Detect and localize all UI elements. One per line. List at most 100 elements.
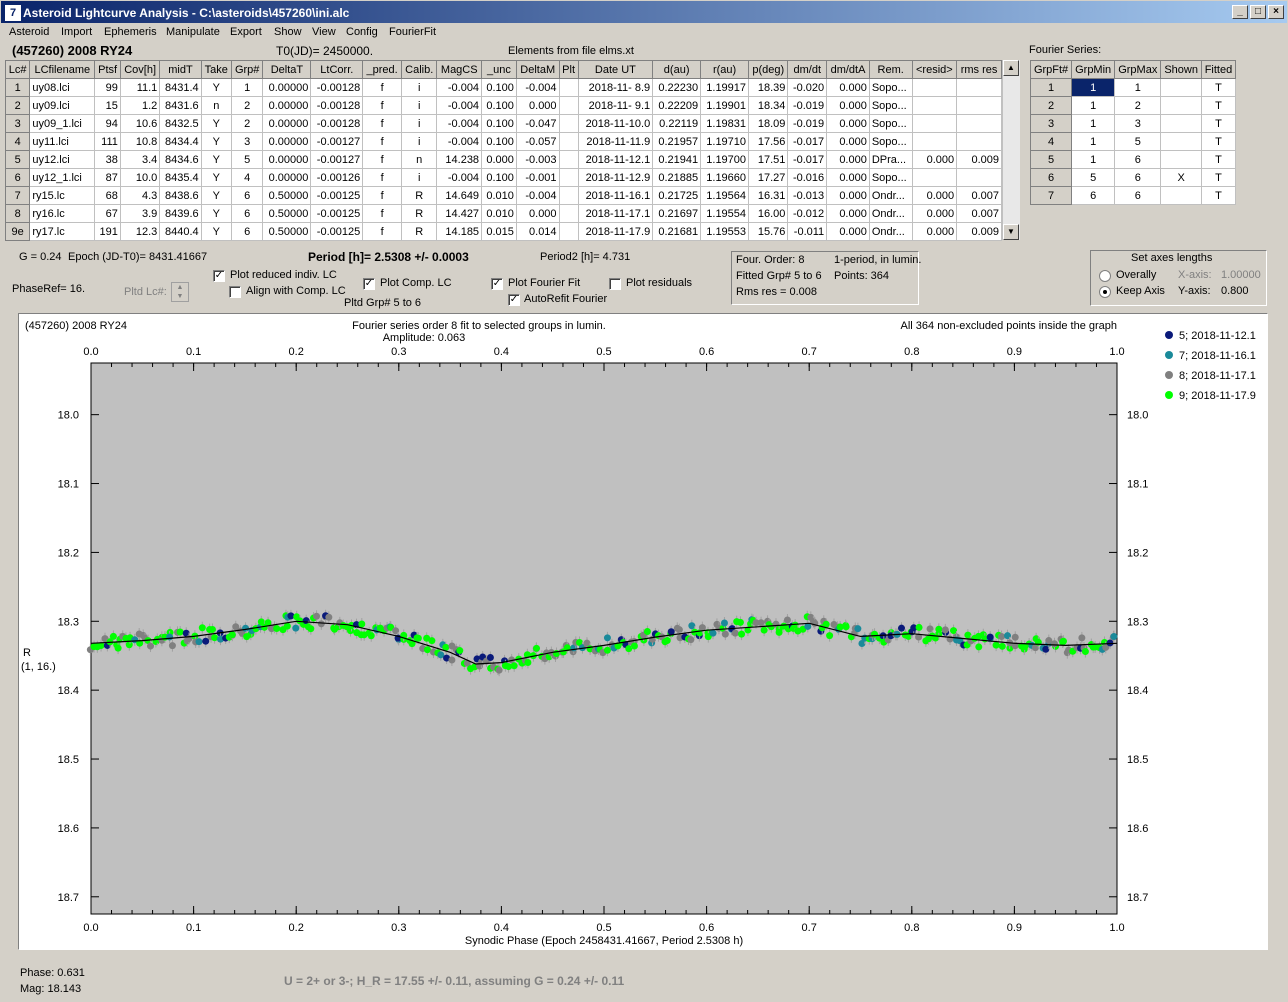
lc-cell[interactable]: -0.00125 [310,186,364,205]
lc-cell[interactable]: 16.31 [748,186,789,205]
lc-cell[interactable]: -0.004 [436,132,483,151]
lc-cell[interactable]: uy09.lci [29,96,96,115]
lc-table-row[interactable]: 6 uy12_1.lci 87 10.0 8435.4 Y 4 0.00000 -0.00126… [4,168,1002,187]
ft-cell[interactable]: T [1200,114,1237,133]
lc-cell[interactable]: 8434.6 [159,150,202,169]
lc-cell[interactable]: 0.50000 [262,204,312,223]
lc-cell[interactable] [911,168,958,187]
period-value[interactable]: Period [h]= 2.5308 +/- 0.0003 [308,250,469,264]
plot-fourier-checkbox[interactable]: ✓ [491,278,503,290]
lc-cell[interactable]: 6 [230,186,264,205]
lc-cell[interactable]: 0.21941 [652,150,702,169]
lc-cell[interactable]: 191 [94,222,121,241]
lc-col-header[interactable]: Take [200,60,232,79]
lc-col-header[interactable]: MagCS [436,60,483,79]
ft-col-header[interactable]: Fitted [1200,60,1237,79]
scroll-up-icon[interactable]: ▲ [1003,60,1019,76]
lc-cell[interactable]: 0.000 [826,150,870,169]
lc-cell[interactable]: 3.9 [119,204,161,223]
lc-cell[interactable]: 0.22209 [652,96,702,115]
lc-cell[interactable]: 0.00000 [262,96,312,115]
lc-cell[interactable]: 0.000 [826,132,870,151]
ft-cell[interactable]: T [1200,168,1237,187]
lc-cell[interactable]: -0.00125 [310,204,364,223]
lc-cell[interactable]: 0.100 [481,114,517,133]
lc-col-header[interactable]: DeltaT [262,60,312,79]
lc-cell[interactable]: 0.000 [515,204,560,223]
ft-col-header[interactable]: GrpMin [1071,60,1116,79]
menu-manipulate[interactable]: Manipulate [166,26,220,38]
lc-cell[interactable]: -0.00126 [310,168,364,187]
lc-cell[interactable]: 0.50000 [262,186,312,205]
lc-cell[interactable]: 3 [230,132,264,151]
lc-cell[interactable]: 6 [230,204,264,223]
ft-cell[interactable]: X [1160,168,1202,187]
lc-cell[interactable]: -0.017 [787,132,828,151]
lc-cell[interactable]: uy12.lci [29,150,96,169]
lc-cell[interactable] [956,96,1002,115]
lc-cell[interactable]: f [362,168,402,187]
lc-cell[interactable]: Y [200,222,232,241]
menu-export[interactable]: Export [230,26,262,38]
menu-import[interactable]: Import [61,26,93,38]
lc-cell[interactable] [558,114,579,133]
ft-cell[interactable]: 5 [1071,168,1116,187]
lc-cell[interactable]: 0.009 [956,150,1002,169]
menu-view[interactable]: View [312,26,336,38]
lc-cell[interactable]: 8431.6 [159,96,202,115]
lc-cell[interactable] [956,168,1002,187]
ft-cell[interactable]: 2 [1114,96,1162,115]
lc-cell[interactable]: R [400,204,438,223]
lc-cell[interactable]: 0.000 [911,150,958,169]
lc-col-header[interactable]: Rem. [868,60,913,79]
lc-cell[interactable]: 67 [94,204,121,223]
lc-cell[interactable]: -0.00127 [310,132,364,151]
menu-asteroid[interactable]: Asteroid [9,26,50,38]
lc-row-header[interactable]: 7 [4,186,31,205]
scroll-down-icon[interactable]: ▼ [1003,224,1019,240]
lc-cell[interactable]: ry15.lc [29,186,96,205]
lc-col-header[interactable]: Lc# [4,60,31,79]
ft-row-header[interactable]: 2 [1029,96,1073,115]
lc-cell[interactable] [558,132,579,151]
lc-cell[interactable]: 2018-11-17.9 [577,222,654,241]
lc-cell[interactable]: 0.000 [826,114,870,133]
lc-cell[interactable]: 0.21957 [652,132,702,151]
lc-cell[interactable]: Y [200,132,232,151]
lc-cell[interactable]: i [400,114,438,133]
lc-cell[interactable]: n [400,150,438,169]
lc-cell[interactable]: 14.238 [436,150,483,169]
lc-cell[interactable]: 8439.6 [159,204,202,223]
lc-cell[interactable]: 10.8 [119,132,161,151]
lc-cell[interactable]: 0.000 [826,168,870,187]
lc-cell[interactable]: 0.000 [826,204,870,223]
lc-cell[interactable]: 0.007 [956,186,1002,205]
lc-cell[interactable]: 0.014 [515,222,560,241]
overally-radio[interactable] [1099,270,1111,282]
lc-cell[interactable]: 0.007 [956,204,1002,223]
lc-cell[interactable]: Y [200,114,232,133]
lc-col-header[interactable]: <resid> [911,60,958,79]
lc-cell[interactable]: 87 [94,168,121,187]
lc-table-row[interactable]: 3 uy09_1.lci 94 10.6 8432.5 Y 2 0.00000 -0.00128… [4,114,1002,133]
lc-cell[interactable]: 2 [230,114,264,133]
lc-col-header[interactable]: _unc [481,60,517,79]
lc-table-row[interactable]: 2 uy09.lci 15 1.2 8431.6 n 2 0.00000 -0.00128 f i -… [4,96,1002,115]
lc-col-header[interactable]: d(au) [652,60,702,79]
ft-cell[interactable]: 1 [1071,132,1116,151]
lc-cell[interactable]: 0.000 [911,186,958,205]
lc-cell[interactable]: 8431.4 [159,78,202,97]
lc-cell[interactable]: 0.00000 [262,150,312,169]
lc-row-header[interactable]: 2 [4,96,31,115]
close-button[interactable]: × [1268,5,1284,19]
ft-cell[interactable]: 6 [1114,186,1162,205]
lightcurve-table-scrollbar[interactable]: ▲ ▼ [1002,60,1020,240]
lc-cell[interactable]: -0.019 [787,114,828,133]
lc-col-header[interactable]: Cov[h] [119,60,161,79]
lc-cell[interactable]: -0.004 [436,114,483,133]
ft-cell[interactable]: T [1200,150,1237,169]
